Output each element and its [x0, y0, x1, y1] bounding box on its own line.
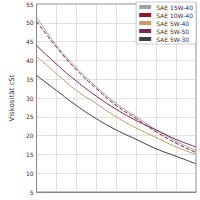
svg-text:20: 20	[26, 132, 34, 139]
svg-text:SAE 5W-40: SAE 5W-40	[156, 20, 189, 27]
svg-text:Viskosität cSt: Viskosität cSt	[8, 74, 16, 121]
svg-text:25: 25	[26, 113, 34, 120]
svg-text:30: 30	[26, 95, 34, 102]
svg-text:15: 15	[26, 151, 34, 158]
svg-text:SAE 10W-40: SAE 10W-40	[156, 12, 193, 19]
svg-text:40: 40	[26, 57, 34, 64]
svg-text:SAE 5W-50: SAE 5W-50	[156, 28, 189, 35]
svg-text:45: 45	[26, 38, 34, 45]
svg-text:SAE 15W-40: SAE 15W-40	[156, 4, 193, 11]
svg-text:35: 35	[26, 76, 34, 83]
svg-text:10: 10	[26, 170, 34, 177]
svg-text:5: 5	[30, 189, 34, 196]
svg-text:SAE 5W-30: SAE 5W-30	[156, 36, 189, 43]
svg-text:50: 50	[26, 19, 34, 26]
svg-text:55: 55	[26, 1, 34, 8]
